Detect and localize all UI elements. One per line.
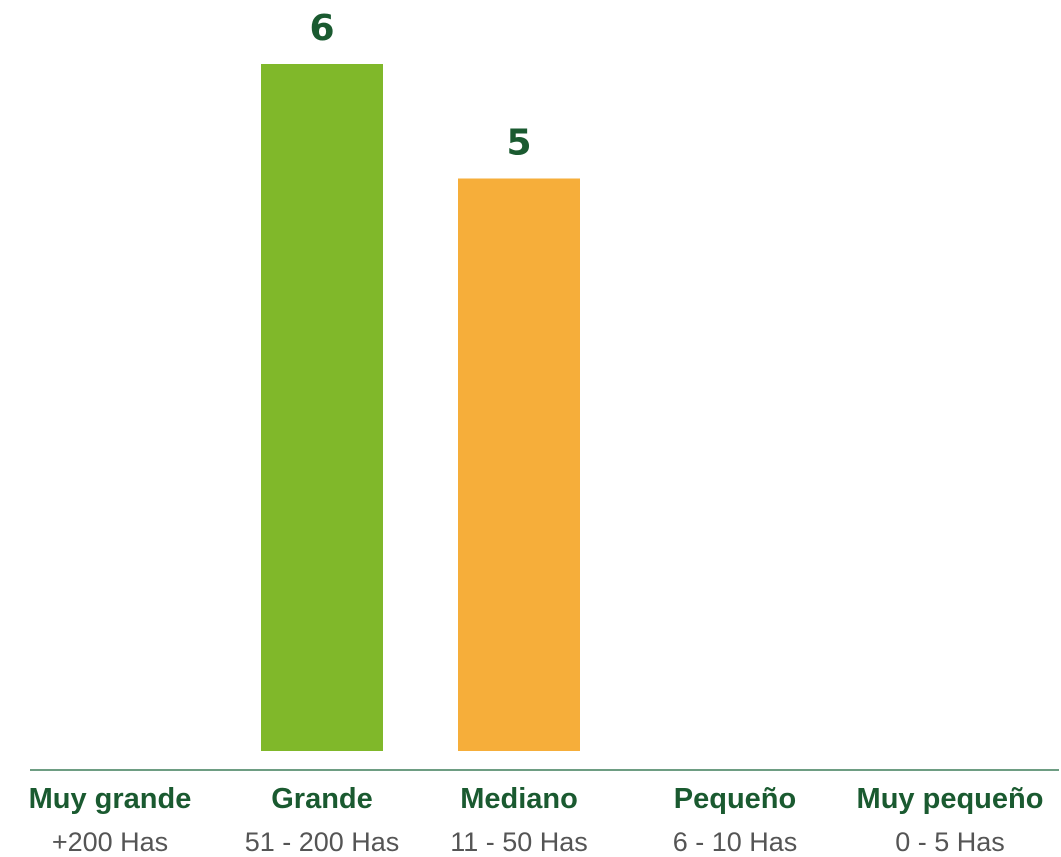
category-label-muy-pequeno: Muy pequeño: [857, 783, 1044, 815]
category-labels-group: Muy grande +200 Has Grande 51 - 200 Has Medi…: [29, 783, 1044, 857]
category-subtitle-grande: 51 - 200 Has: [245, 827, 400, 857]
category-subtitle-mediano: 11 - 50 Has: [450, 827, 588, 857]
category-label-grande: Grande: [271, 783, 373, 815]
data-label-grande: 6: [309, 8, 334, 49]
bars-group: [261, 64, 580, 751]
category-subtitle-muy-grande: +200 Has: [52, 827, 168, 857]
category-subtitle-muy-pequeno: 0 - 5 Has: [895, 827, 1005, 857]
category-label-mediano: Mediano: [460, 783, 578, 815]
category-label-muy-grande: Muy grande: [29, 783, 192, 815]
bar-grande: [261, 64, 383, 751]
category-subtitle-pequeno: 6 - 10 Has: [673, 827, 798, 857]
bar-mediano: [458, 178, 580, 751]
category-label-pequeno: Pequeño: [674, 783, 796, 815]
data-label-mediano: 5: [506, 123, 531, 164]
value-labels-group: 65: [309, 8, 531, 164]
